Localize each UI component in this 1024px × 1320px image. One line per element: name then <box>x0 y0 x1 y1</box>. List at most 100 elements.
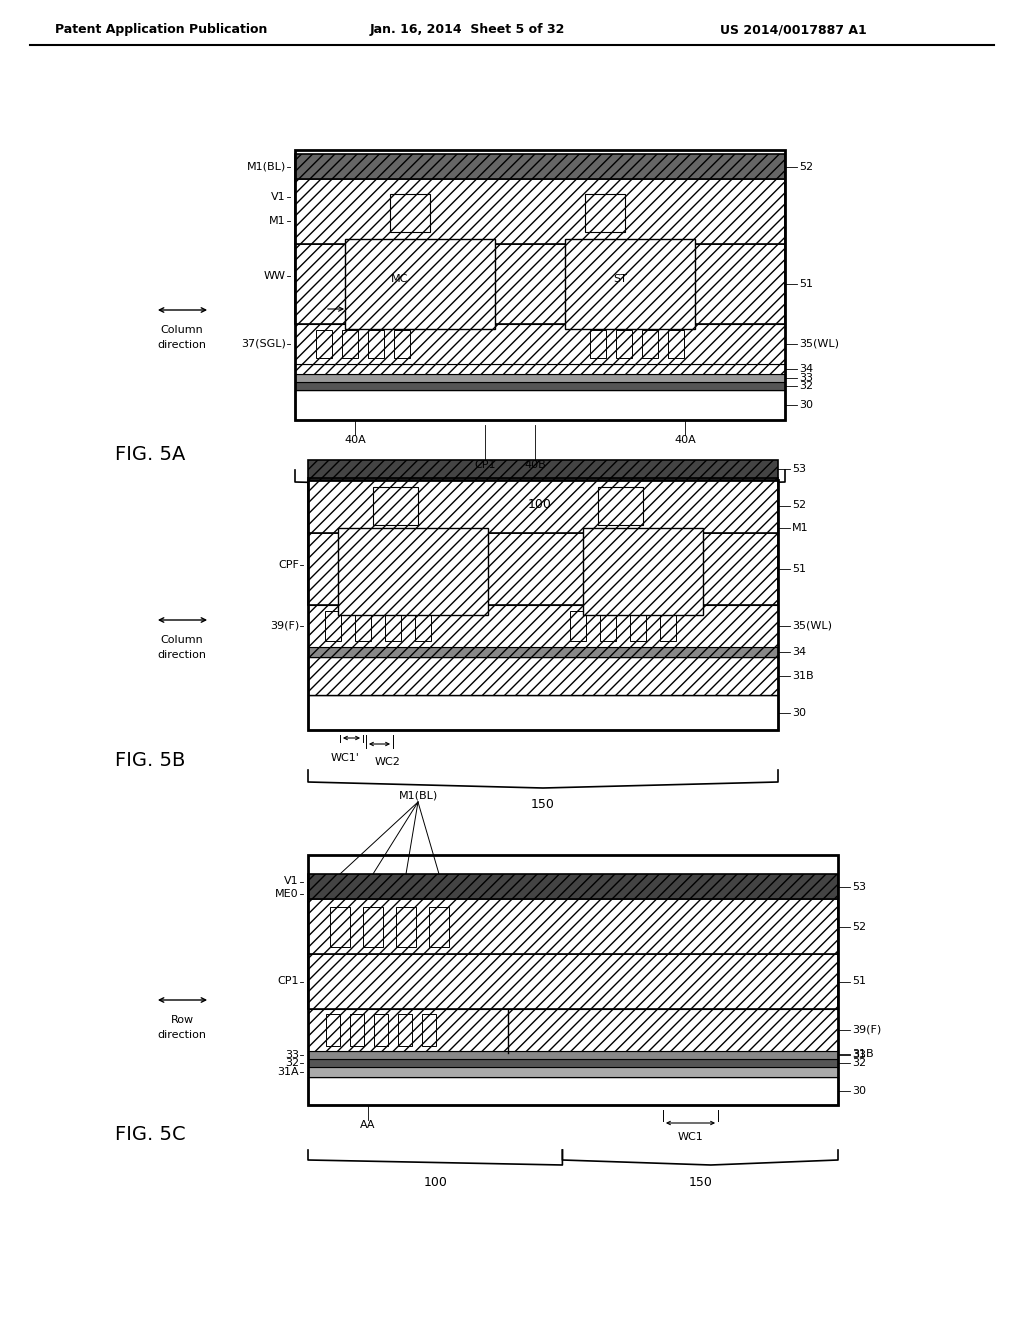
Text: 35(WL): 35(WL) <box>799 339 839 348</box>
Text: 40A: 40A <box>674 436 696 445</box>
Text: 33: 33 <box>852 1049 866 1060</box>
Text: 40A: 40A <box>344 436 366 445</box>
Bar <box>345 239 495 329</box>
Bar <box>308 459 778 478</box>
Text: 32: 32 <box>852 1059 866 1068</box>
Text: WW: WW <box>264 271 286 281</box>
Bar <box>308 1067 838 1077</box>
Bar <box>565 239 695 329</box>
Text: WC1: WC1 <box>678 1133 703 1142</box>
Text: direction: direction <box>158 649 207 660</box>
Text: 51: 51 <box>799 279 813 289</box>
Text: 30: 30 <box>792 708 806 718</box>
Bar <box>316 330 332 358</box>
Text: 33: 33 <box>799 374 813 383</box>
Bar <box>295 154 785 180</box>
Text: AA: AA <box>360 1119 376 1130</box>
Bar <box>398 1014 412 1045</box>
Bar <box>308 605 778 647</box>
Text: FIG. 5C: FIG. 5C <box>115 1126 185 1144</box>
Text: 35(WL): 35(WL) <box>792 620 831 631</box>
Bar <box>590 330 606 358</box>
Text: CPF: CPF <box>279 561 299 570</box>
Bar <box>385 611 401 642</box>
Text: ST: ST <box>613 275 627 284</box>
Text: 52: 52 <box>792 500 806 511</box>
Bar <box>295 244 785 323</box>
Bar <box>616 330 632 358</box>
Bar <box>585 194 625 232</box>
Text: 100: 100 <box>528 498 552 511</box>
Text: 30: 30 <box>852 1086 866 1096</box>
Bar <box>295 150 785 420</box>
Text: V1: V1 <box>271 193 286 202</box>
Text: M1(BL): M1(BL) <box>247 161 286 172</box>
Bar <box>308 647 778 657</box>
Bar <box>295 389 785 420</box>
Text: FIG. 5B: FIG. 5B <box>115 751 185 770</box>
Bar <box>295 374 785 381</box>
Bar <box>295 180 785 244</box>
Bar <box>308 1051 838 1059</box>
Bar <box>598 487 643 525</box>
Text: CP1: CP1 <box>278 977 299 986</box>
Bar <box>415 611 431 642</box>
Bar <box>308 874 838 899</box>
Bar <box>342 330 358 358</box>
Bar <box>668 330 684 358</box>
Text: 150: 150 <box>688 1176 712 1188</box>
Text: 33: 33 <box>285 1049 299 1060</box>
Text: 39(F): 39(F) <box>269 620 299 631</box>
Text: 32: 32 <box>285 1059 299 1068</box>
Text: 37(SGL): 37(SGL) <box>241 339 286 348</box>
Text: 39(F): 39(F) <box>852 1026 882 1035</box>
Text: US 2014/0017887 A1: US 2014/0017887 A1 <box>720 24 866 37</box>
Bar <box>373 487 418 525</box>
Bar <box>308 1059 838 1067</box>
Bar <box>390 194 430 232</box>
Text: 30: 30 <box>799 400 813 411</box>
Bar <box>308 1008 838 1051</box>
Bar <box>295 364 785 374</box>
Text: 31A: 31A <box>278 1067 299 1077</box>
Text: 31B: 31B <box>792 671 814 681</box>
Bar <box>308 899 838 954</box>
Text: ME0: ME0 <box>275 888 299 899</box>
Bar <box>308 480 778 730</box>
Text: 53: 53 <box>792 465 806 474</box>
Bar <box>600 611 616 642</box>
Bar <box>355 611 371 642</box>
Bar <box>308 533 778 605</box>
Bar <box>308 954 838 1008</box>
Bar <box>583 528 703 615</box>
Text: M1: M1 <box>269 216 286 226</box>
Text: 32: 32 <box>799 381 813 391</box>
Text: MC: MC <box>391 275 409 284</box>
Bar <box>308 1077 838 1105</box>
Text: 53: 53 <box>852 882 866 891</box>
Text: Row: Row <box>170 1015 194 1026</box>
Bar <box>308 855 838 1105</box>
Text: WC1': WC1' <box>331 752 359 763</box>
Text: 34: 34 <box>792 647 806 657</box>
Bar <box>295 381 785 389</box>
Text: Jan. 16, 2014  Sheet 5 of 32: Jan. 16, 2014 Sheet 5 of 32 <box>370 24 565 37</box>
Bar <box>295 323 785 364</box>
Text: direction: direction <box>158 341 207 350</box>
Text: CP1: CP1 <box>474 459 496 470</box>
Bar <box>374 1014 388 1045</box>
Text: 100: 100 <box>423 1176 447 1188</box>
Text: 51: 51 <box>852 977 866 986</box>
Bar <box>630 611 646 642</box>
Text: 52: 52 <box>799 161 813 172</box>
Text: Patent Application Publication: Patent Application Publication <box>55 24 267 37</box>
Text: 150: 150 <box>531 797 555 810</box>
Bar <box>308 696 778 730</box>
Text: V1: V1 <box>285 876 299 887</box>
Bar <box>396 907 416 946</box>
Bar <box>660 611 676 642</box>
Bar <box>350 1014 364 1045</box>
Text: M1: M1 <box>792 523 809 533</box>
Bar <box>570 611 586 642</box>
Text: 51: 51 <box>792 564 806 574</box>
